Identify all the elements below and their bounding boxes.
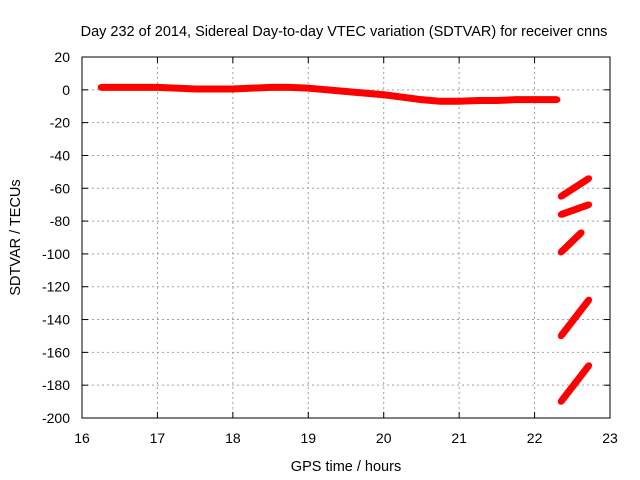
x-tick-label: 17 (150, 430, 166, 446)
x-tick-label: 16 (74, 430, 90, 446)
data-point (585, 296, 593, 304)
y-tick-label: -40 (50, 147, 70, 163)
y-tick-label: -60 (50, 180, 70, 196)
data-point (493, 97, 501, 104)
x-tick-label: 18 (225, 430, 241, 446)
data-point (578, 229, 585, 236)
y-axis-label: SDTVAR / TECUs (8, 179, 24, 295)
data-point (173, 84, 180, 92)
data-point (305, 84, 312, 92)
data-point (557, 211, 565, 218)
data-point (116, 84, 123, 91)
chart-title: Day 232 of 2014, Sidereal Day-to-day VTE… (81, 24, 608, 40)
data-point (191, 85, 199, 93)
data-series-layer (97, 83, 593, 405)
data-point (267, 84, 274, 91)
data-series-3 (557, 229, 585, 256)
data-series-5 (557, 362, 593, 405)
data-point (229, 85, 237, 93)
data-point (342, 88, 350, 95)
data-point (418, 96, 425, 103)
data-point (512, 96, 519, 103)
x-tick-label: 21 (451, 430, 467, 446)
y-tick-label: -180 (42, 377, 70, 393)
series-trace (559, 201, 591, 218)
data-point (531, 96, 538, 103)
x-axis-label: GPS time / hours (291, 459, 401, 475)
data-point (455, 98, 463, 105)
axis-ticks (81, 56, 611, 419)
data-series-1 (557, 175, 593, 200)
data-series-0 (97, 83, 561, 105)
x-tick-label: 19 (300, 430, 316, 446)
data-point (437, 98, 444, 105)
y-tick-label: -20 (50, 115, 70, 131)
y-tick-label: -140 (42, 312, 70, 328)
series-trace (558, 363, 592, 404)
data-point (557, 398, 565, 405)
data-point (554, 96, 561, 103)
grid-lines (82, 57, 610, 418)
data-point (585, 362, 593, 369)
data-point (557, 249, 565, 256)
data-point (380, 91, 387, 98)
y-tick-label: 20 (54, 49, 70, 65)
data-point (248, 84, 255, 92)
data-point (210, 85, 218, 93)
data-point (474, 97, 482, 104)
y-tick-label: -100 (42, 246, 70, 262)
data-point (286, 84, 293, 91)
tick-labels: 16 17 18 19 20 21 22 23 20 0 -20 -40 -60 -80 -100 -120 -… (42, 49, 618, 446)
data-point (399, 94, 406, 101)
data-point (154, 84, 161, 91)
series-trace (558, 297, 592, 339)
data-point (557, 193, 565, 200)
y-tick-label: -80 (50, 213, 70, 229)
data-series-4 (557, 296, 593, 340)
series-trace (559, 175, 591, 200)
data-point (323, 86, 331, 94)
x-tick-label: 22 (527, 430, 543, 446)
data-point (135, 84, 142, 91)
y-tick-label: -160 (42, 344, 70, 360)
x-tick-label: 23 (602, 430, 618, 446)
plot-area-frame (81, 56, 611, 419)
y-tick-label: 0 (62, 82, 70, 98)
x-tick-label: 20 (376, 430, 392, 446)
series-trace (558, 230, 584, 255)
data-series-2 (557, 201, 593, 218)
data-point (585, 175, 593, 182)
data-point (557, 332, 565, 340)
data-point (97, 84, 105, 91)
y-tick-label: -120 (42, 279, 70, 295)
y-tick-label: -200 (42, 410, 70, 426)
data-point (361, 89, 369, 97)
data-point (585, 201, 593, 208)
